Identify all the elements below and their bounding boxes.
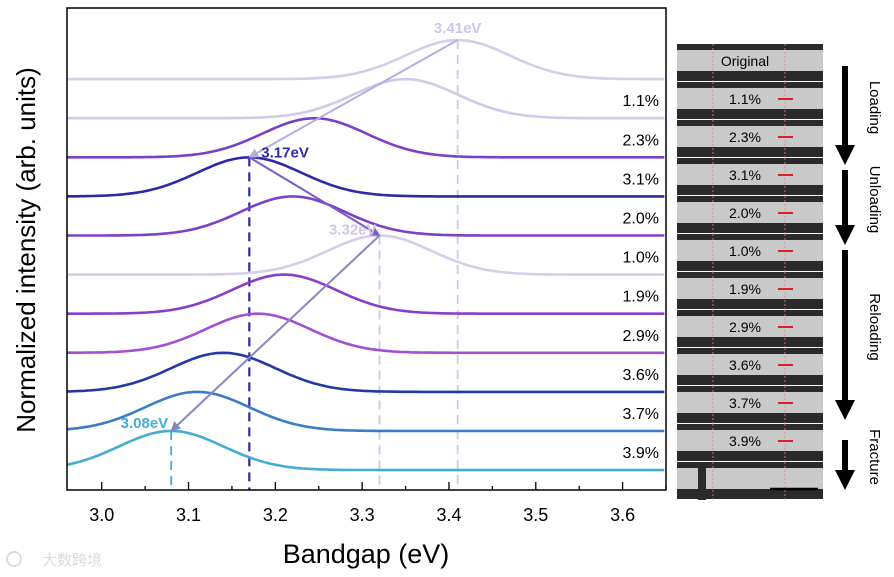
sample-region — [677, 278, 823, 299]
strain-label: 3.1% — [623, 171, 659, 188]
spectrum-curve-Original — [67, 38, 665, 81]
x-tick-label: 3.1 — [176, 505, 201, 525]
x-tick-label: 3.3 — [350, 505, 375, 525]
spectrum-curve-1.9% — [67, 273, 665, 315]
strain-label: 1.1% — [623, 93, 659, 110]
shift-arrow — [248, 156, 381, 237]
sample-region — [677, 430, 823, 451]
sample-region — [677, 202, 823, 223]
sample-region — [677, 392, 823, 413]
plot-area: 1.1% 2.3% 3.1% 2.0% 1.0% 1.9% 2.9% 3.6% 3.7% 3.9%… — [66, 20, 665, 490]
stage-arrow-head-icon — [835, 400, 855, 420]
stage-label: Reloading — [866, 293, 883, 361]
sample-region — [677, 126, 823, 147]
micrograph-frame: 2.0% — [677, 196, 823, 234]
stage-arrows: Loading Unloading Reloading Fracture — [835, 66, 883, 490]
sample-region — [677, 164, 823, 185]
sample-region — [677, 354, 823, 375]
stage-arrow-shaft — [842, 170, 848, 227]
strain-label: 2.0% — [623, 211, 659, 228]
watermark: 大数跨境 — [6, 551, 102, 569]
micrograph-frame: 3.9% — [677, 424, 823, 462]
sample-region — [677, 316, 823, 337]
micrograph-frame: 2.3% — [677, 120, 823, 158]
sample-region — [677, 88, 823, 109]
spectrum-curve-2.0% — [67, 195, 665, 237]
spectrum-curve-2.3% — [67, 116, 665, 159]
frame-label: 2.0% — [729, 205, 761, 221]
frame-label: 3.9% — [729, 433, 761, 449]
micrograph-frame: 1.0% — [677, 234, 823, 272]
strain-label: 3.6% — [623, 367, 659, 384]
y-axis-label: Normalized intensity (arb. units) — [11, 67, 41, 433]
micrograph-frame: 1.9% — [677, 272, 823, 310]
micrograph-frame: 3.1% — [677, 158, 823, 196]
frame-label: Original — [721, 53, 769, 69]
peak-annotation: 3.08eV — [121, 415, 169, 432]
stage-arrow-head-icon — [835, 145, 855, 165]
stage-arrow-head-icon — [835, 470, 855, 490]
frame-label: 3.6% — [729, 357, 761, 373]
spectrum-curve-1.0% — [67, 234, 665, 276]
spectrum-curve-2.9% — [67, 312, 665, 355]
x-tick-label: 3.0 — [89, 505, 114, 525]
micrograph-frame: 1.1% — [677, 82, 823, 120]
stage-arrow-head-icon — [835, 225, 855, 245]
watermark-text: 大数跨境 — [42, 551, 102, 569]
x-tick-label: 3.5 — [523, 505, 548, 525]
x-axis: 3.0 3.1 3.2 3.3 3.4 3.5 3.6 — [89, 482, 667, 525]
shift-arrow — [170, 234, 381, 432]
stage-arrow-shaft — [842, 440, 848, 472]
micrograph-strip: Original 1.1% 2.3% 3.1% 2.0% 1.0% 1.9% 2.9% 3.6%… — [677, 44, 823, 500]
stage-label: Loading — [866, 81, 883, 134]
stage-label: Unloading — [866, 166, 883, 234]
spectrum-curve-3.1% — [67, 156, 665, 198]
spectrum-curve-3.7% — [66, 390, 665, 433]
strain-label: 3.9% — [623, 445, 659, 462]
strain-label: 1.9% — [623, 289, 659, 306]
frame-label: 2.3% — [729, 129, 761, 145]
frame-label: 1.1% — [729, 91, 761, 107]
stage-arrow-shaft — [842, 66, 848, 147]
strain-label: 3.7% — [623, 406, 659, 423]
plot-frame — [66, 7, 667, 491]
spectrum-curve-1.1% — [67, 77, 665, 120]
frame-label: 3.1% — [729, 167, 761, 183]
x-tick-label: 3.4 — [436, 505, 461, 525]
strain-label: 1.0% — [623, 250, 659, 267]
micrograph-frame: 3.7% — [677, 386, 823, 424]
shift-arrow — [248, 39, 459, 159]
micrograph-frame: 3.6% — [677, 348, 823, 386]
strain-label: 2.3% — [623, 132, 659, 149]
micrograph-frame — [677, 462, 823, 500]
peak-annotation: 3.17eV — [261, 144, 309, 161]
spectrum-curve-3.9% — [66, 429, 665, 472]
x-tick-label: 3.6 — [610, 505, 635, 525]
fracture-gap — [698, 466, 706, 500]
peak-annotation: 3.32eV — [329, 222, 377, 239]
micrograph-frame: 2.9% — [677, 310, 823, 348]
frame-label: 1.9% — [729, 281, 761, 297]
frame-label: 1.0% — [729, 243, 761, 259]
watermark-logo-icon — [6, 551, 22, 567]
frame-label: 3.7% — [729, 395, 761, 411]
strain-label: 2.9% — [623, 328, 659, 345]
stage-arrow-shaft — [842, 250, 848, 402]
spectrum-curve-3.6% — [67, 351, 665, 394]
frame-label: 2.9% — [729, 319, 761, 335]
peak-annotation: 3.41eV — [434, 20, 482, 37]
micrograph-frame: Original — [677, 44, 823, 82]
x-tick-label: 3.2 — [263, 505, 288, 525]
x-axis-label: Bandgap (eV) — [283, 539, 450, 569]
stage-label: Fracture — [866, 429, 883, 485]
sample-region — [677, 240, 823, 261]
sample-region — [677, 50, 823, 71]
sample-region — [677, 468, 823, 489]
